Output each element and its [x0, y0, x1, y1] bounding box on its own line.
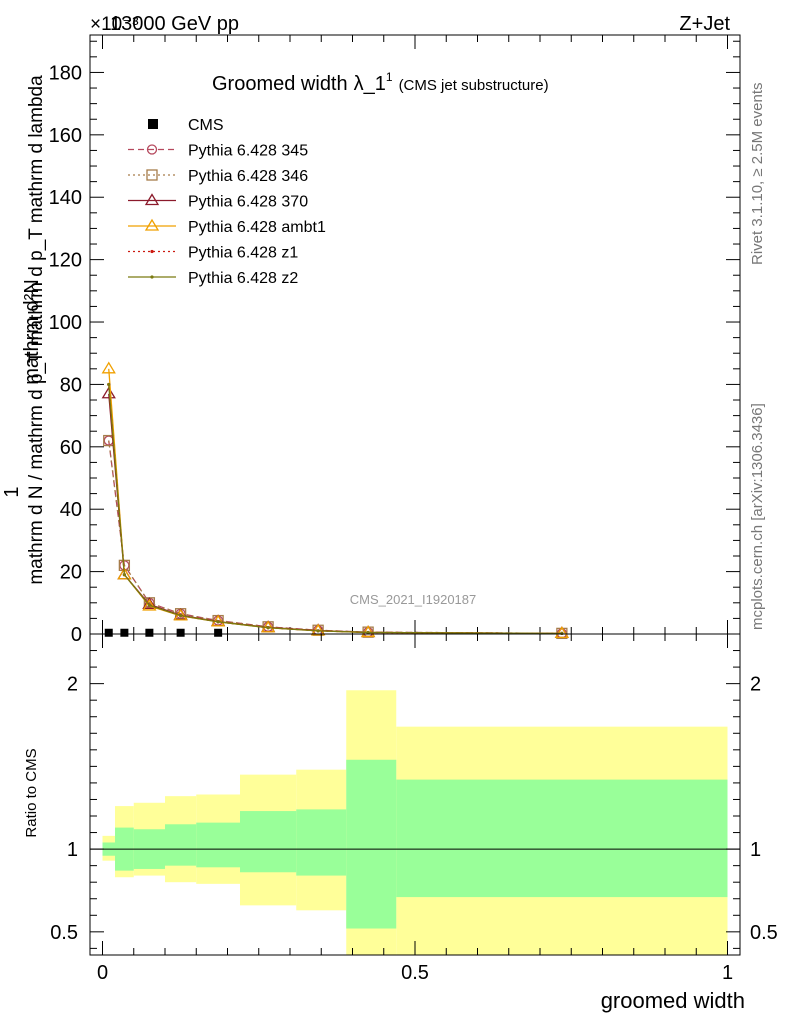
legend: CMS Pythia 6.428 345 Pythia 6.428 346 Pythi… [128, 117, 326, 287]
inner-band-bin [296, 809, 347, 876]
energy-label: 13000 GeV pp [110, 13, 239, 35]
legend-marker [150, 249, 154, 254]
series-point-4 [142, 598, 157, 611]
y-tick-label: 100 [49, 312, 82, 334]
series-point-4 [554, 626, 570, 639]
ratio-y-tick-label-right: 1 [750, 839, 761, 861]
y-tick-label: 20 [60, 562, 82, 584]
legend-marker [144, 218, 160, 231]
y-tick-label: 0 [71, 624, 82, 646]
legend-entry: Pythia 6.428 z1 [188, 245, 298, 262]
legend-entry: Pythia 6.428 ambt1 [188, 219, 326, 236]
plot-title: Groomed width λ_11 (CMS jet substructure) [212, 70, 549, 95]
analysis-watermark: CMS_2021_I1920187 [350, 592, 477, 607]
cms-data-point [176, 628, 185, 637]
series-point-4 [117, 567, 132, 580]
cms-data-point [145, 628, 154, 637]
series-line-4 [108, 368, 562, 635]
series-point-3 [101, 386, 116, 399]
series-point-6 [216, 620, 220, 624]
y-tick-label: 160 [49, 125, 82, 147]
series-line-2 [108, 440, 562, 635]
legend-marker [144, 193, 160, 206]
legend-entry: CMS [188, 117, 224, 134]
series-point-4 [310, 623, 326, 636]
ratio-y-tick-label: 0.5 [50, 922, 78, 944]
cms-data-point [104, 628, 113, 637]
chart-texts: 13000 GeV pp Z+Jet ×10⁻³ CMS_2021_I19201… [1, 13, 766, 1013]
series-point-4 [360, 625, 376, 638]
inner-band-bin [165, 824, 197, 866]
y-tick-label: 80 [60, 374, 82, 396]
series-line-6 [108, 384, 562, 635]
series-point-6 [147, 603, 151, 607]
legend-entry: Pythia 6.428 z2 [188, 270, 298, 287]
legend-marker [148, 119, 158, 129]
ratio-y-axis-label: Ratio to CMS [23, 748, 40, 837]
legend-marker [146, 169, 158, 181]
y-exponent-label: ×10⁻³ [90, 14, 139, 35]
series-point-6 [316, 629, 320, 633]
series-point-6 [179, 613, 183, 618]
y-axis-denominator-label: mathrm d N / mathrm d p_T mathrm d p_T m… [26, 75, 47, 585]
series-line-5 [108, 384, 562, 635]
x-tick-label: 0.5 [401, 962, 429, 984]
series-line-3 [108, 393, 562, 635]
series-point-4 [101, 361, 116, 374]
y-tick-label: 60 [60, 437, 82, 459]
legend-marker [150, 275, 154, 279]
legend-marker [146, 144, 158, 155]
legend-entry: Pythia 6.428 345 [188, 143, 308, 160]
inner-band-bin [346, 759, 397, 929]
inner-band-bin [240, 811, 297, 873]
legend-entry: Pythia 6.428 370 [188, 194, 308, 211]
cms-data-point [120, 628, 129, 637]
x-tick-label: 1 [722, 962, 733, 984]
series-line-1 [108, 440, 562, 635]
rivet-version-label: Rivet 3.1.10, ≥ 2.5M events [749, 83, 766, 266]
y-tick-label: 120 [49, 250, 82, 272]
inner-band-bin [396, 779, 728, 898]
ratio-y-tick-label: 1 [67, 839, 78, 861]
main-plot-panel: 0 20 40 60 80 100 120 140 160 180 [49, 34, 741, 646]
x-tick-label: 0 [97, 962, 108, 984]
cms-data-point [214, 628, 223, 637]
y-axis-prefactor-label: 1 [1, 486, 23, 497]
ratio-y-tick-label-right: 0.5 [750, 922, 778, 944]
ratio-y-tick-label: 2 [67, 674, 78, 696]
ratio-y-tick-label-right: 2 [750, 674, 761, 696]
y-axis-numerator-label: mathrm d²N [21, 279, 43, 385]
inner-band-bin [196, 822, 240, 868]
mcplots-label: mcplots.cern.ch [arXiv:1306.3436] [749, 403, 766, 630]
process-label: Z+Jet [679, 13, 730, 35]
series-point-3 [142, 597, 157, 610]
series-point-6 [366, 630, 370, 635]
x-axis-label: groomed width [601, 988, 745, 1013]
ratio-plot-panel: 0 0.5 1 0.5 0.5 1 1 2 2 [50, 633, 778, 984]
series-point-6 [122, 573, 126, 577]
y-tick-label: 40 [60, 499, 82, 521]
series-point-6 [107, 382, 111, 387]
series-point-6 [266, 626, 270, 630]
y-tick-label: 180 [49, 62, 82, 84]
legend-entry: Pythia 6.428 346 [188, 168, 308, 185]
y-tick-label: 140 [49, 187, 82, 209]
